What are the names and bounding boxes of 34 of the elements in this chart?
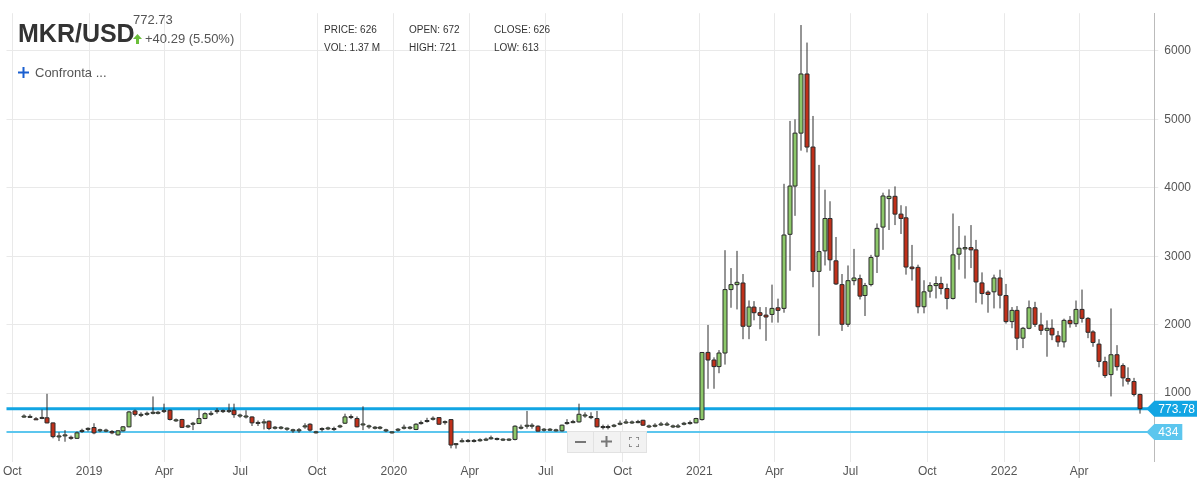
y-tick-label: 2000 — [1164, 317, 1192, 331]
x-tick-label: Oct — [307, 464, 328, 479]
x-tick-label: 2022 — [990, 464, 1018, 479]
x-tick-label: 2021 — [686, 464, 714, 479]
x-tick-label: Oct — [3, 464, 23, 479]
x-tick-label: Apr — [1069, 464, 1089, 479]
y-tick-label: 5000 — [1164, 111, 1192, 126]
annotation: PRICE: 626 — [324, 24, 377, 35]
annotation: HIGH: 721 — [409, 42, 457, 53]
x-tick-label: Oct — [613, 464, 633, 479]
y-tick-label: 1000 — [1164, 385, 1192, 400]
x-tick-label: 2020 — [380, 464, 408, 479]
annotation: CLOSE: 626 — [494, 24, 551, 35]
y-tick-label: 4000 — [1164, 180, 1192, 195]
chart-title: MKR/USD — [18, 19, 135, 48]
annotation: +40.29 (5.50%) — [145, 31, 235, 46]
candlestick — [424, 417, 430, 424]
y-tick-label: 6000 — [1164, 43, 1192, 58]
x-tick-label: Apr — [460, 464, 480, 479]
x-tick-label: Jul — [842, 464, 859, 479]
annotation: LOW: 613 — [494, 42, 539, 53]
y-tick-label: 3000 — [1164, 248, 1192, 263]
ref-line-label: 434 — [1158, 425, 1179, 440]
x-tick-label: Jul — [232, 464, 248, 479]
x-tick-label: 2019 — [75, 464, 103, 479]
annotation: Confronta ... — [35, 65, 107, 80]
annotation: 772.73 — [133, 12, 173, 27]
x-tick-label: Apr — [154, 464, 174, 479]
x-tick-label: Jul — [538, 464, 554, 479]
annotation: OPEN: 672 — [409, 24, 460, 35]
ref-line-label: 773.78 — [1158, 401, 1196, 416]
x-tick-label: Apr — [765, 464, 784, 479]
annotation: VOL: 1.37 M — [324, 42, 381, 53]
x-tick-label: Oct — [917, 464, 938, 479]
